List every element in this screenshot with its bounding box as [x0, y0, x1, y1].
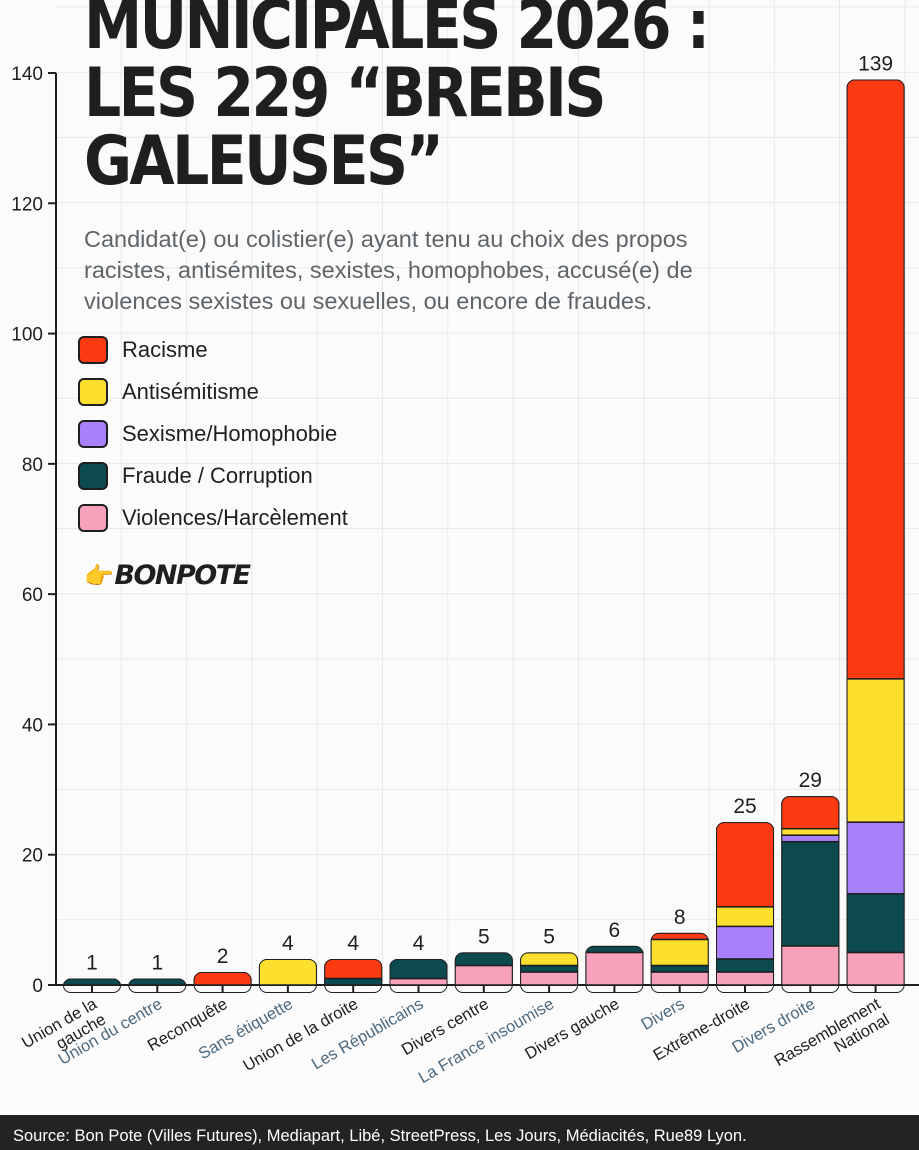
y-tick-label: 20	[22, 846, 43, 867]
bonpote-logo: 👉 BONPOTE	[84, 560, 251, 591]
bar-segment	[454, 964, 513, 986]
legend-swatch	[78, 378, 108, 406]
stacked-bar-chart: 0 20 40 60 80 100 120 140 1 1 2 4 4 4 5 5 6 8 25 29 139 Uni…	[11, 0, 919, 1087]
bars	[63, 79, 905, 994]
bar-segment	[781, 834, 840, 843]
y-tick-label: 0	[32, 976, 43, 997]
legend-label: Antisémitisme	[122, 379, 259, 404]
total-label: 4	[413, 932, 425, 955]
bar-group	[520, 952, 579, 986]
legend-label: Violences/Harcèlement	[122, 505, 348, 530]
bar-segment	[716, 822, 774, 908]
bar-segment	[193, 971, 252, 986]
total-label: 25	[733, 795, 756, 818]
legend-swatch	[78, 336, 108, 364]
legend-swatch	[78, 504, 108, 532]
bar-group	[585, 945, 644, 986]
bar-segment	[258, 958, 317, 986]
bar-group	[716, 822, 774, 986]
legend-item-fraude: Fraude / Corruption	[78, 455, 348, 497]
total-label: 4	[282, 932, 294, 955]
y-tick-label: 80	[22, 455, 43, 476]
legend: Racisme Antisémitisme Sexisme/Homophobie…	[78, 329, 348, 539]
logo-text: BONPOTE	[114, 560, 251, 591]
total-label: 5	[478, 925, 490, 948]
x-tick-label: Divers	[638, 995, 688, 1034]
legend-item-violences: Violences/Harcèlement	[78, 497, 348, 539]
bar-segment	[846, 678, 905, 823]
legend-label: Fraude / Corruption	[122, 463, 313, 488]
total-label: 2	[217, 945, 229, 968]
y-tick-label: 100	[11, 325, 43, 346]
legend-item-racisme: Racisme	[78, 329, 348, 371]
bar-segment	[520, 964, 579, 973]
chart-title: MUNICIPALES 2026 : LES 229 “BREBIS GALEU…	[84, 0, 710, 201]
bar-segment	[520, 952, 579, 967]
bar-segment	[520, 971, 579, 986]
bar-group	[846, 79, 905, 986]
bar-segment	[846, 79, 905, 680]
x-tick-label: Les Républicains	[309, 995, 427, 1073]
bar-group	[781, 796, 840, 986]
legend-label: Racisme	[122, 337, 208, 362]
legend-swatch	[78, 462, 108, 490]
legend-item-sexisme: Sexisme/Homophobie	[78, 413, 348, 455]
bar-segment	[389, 958, 448, 980]
bar-segment	[716, 925, 774, 960]
bar-group	[454, 952, 513, 986]
bar-group	[258, 958, 317, 986]
bar-group	[193, 971, 252, 986]
total-label: 29	[799, 769, 822, 792]
x-tick-label-line: Divers	[638, 995, 688, 1034]
bar-segment	[781, 796, 840, 830]
x-tick-label-line: Union de la droite	[240, 995, 361, 1075]
bar-group	[650, 932, 709, 986]
bar-segment	[585, 945, 644, 954]
total-label: 6	[609, 919, 621, 942]
bar-segment	[716, 971, 774, 986]
bar-segment	[716, 958, 774, 973]
bar-segment	[781, 945, 840, 986]
bar-segment	[846, 951, 905, 986]
grid	[56, 0, 919, 986]
bar-segment	[781, 827, 840, 836]
bar-group	[324, 958, 383, 986]
bar-group	[389, 958, 448, 986]
total-label: 8	[674, 906, 686, 929]
bar-segment	[454, 952, 513, 967]
bar-segment	[324, 958, 383, 980]
y-tick-label: 40	[22, 715, 43, 736]
bar-segment	[389, 977, 448, 986]
total-label: 4	[347, 932, 359, 955]
bar-segment	[650, 932, 709, 941]
source-footer: Source: Bon Pote (Villes Futures), Media…	[0, 1115, 919, 1150]
bar-segment	[650, 971, 709, 986]
chart-subtitle: Candidat(e) ou colistier(e) ayant tenu a…	[84, 226, 693, 314]
y-tick-label: 140	[11, 64, 43, 85]
bar-segment	[324, 977, 383, 986]
total-label: 1	[86, 951, 98, 974]
bar-segment	[585, 951, 644, 986]
y-tick-label: 120	[11, 194, 43, 215]
legend-swatch	[78, 420, 108, 448]
bar-segment	[846, 893, 905, 954]
x-tick-label-line: Les Républicains	[309, 995, 427, 1073]
total-labels: 1 1 2 4 4 4 5 5 6 8 25 29 139	[86, 53, 893, 975]
legend-item-antisemitisme: Antisémitisme	[78, 371, 348, 413]
pointing-hand-icon: 👉	[84, 561, 114, 590]
bar-segment	[650, 964, 709, 973]
x-tick-label: Union de la droite	[240, 995, 361, 1075]
y-tick-label: 60	[22, 585, 43, 606]
total-label: 5	[543, 925, 555, 948]
legend-label: Sexisme/Homophobie	[122, 421, 338, 446]
bar-segment	[781, 840, 840, 947]
bar-segment	[650, 938, 709, 967]
total-label: 1	[151, 951, 163, 974]
bar-segment	[846, 821, 905, 895]
total-label: 139	[858, 53, 893, 76]
bar-segment	[716, 906, 774, 928]
